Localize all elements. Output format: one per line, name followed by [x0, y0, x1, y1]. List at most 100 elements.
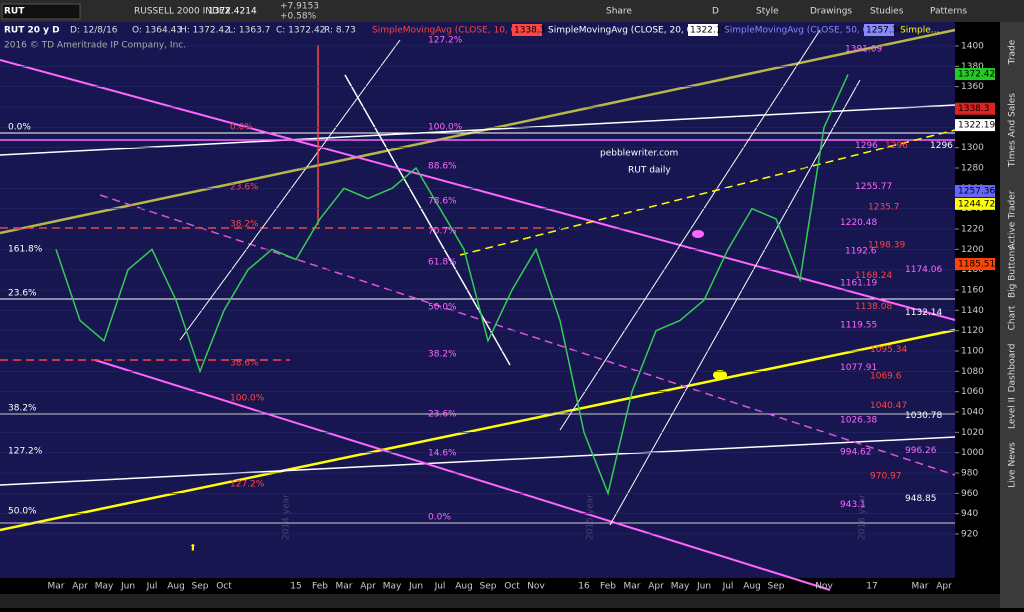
x-tick-label: Jul: [434, 582, 446, 592]
toolbar-button[interactable]: Patterns: [930, 7, 967, 17]
level-label: 1235.7: [868, 203, 900, 213]
fib-label: 38.6%: [230, 359, 259, 369]
y-tick-label: 1100: [961, 347, 984, 357]
trend-line: [0, 104, 956, 156]
level-label: 1040.47: [870, 401, 907, 411]
toolbar-button[interactable]: Drawings: [810, 7, 852, 17]
side-tab[interactable]: Active Trader: [1008, 190, 1018, 249]
fib-label: 38.2%: [428, 350, 457, 360]
side-tab[interactable]: Big Buttons: [1008, 246, 1018, 298]
side-tab[interactable]: Dashboard: [1008, 344, 1018, 393]
level-label: 1296: [855, 141, 878, 151]
fib-label: 23.6%: [428, 410, 457, 420]
year-mark: 2016 year: [858, 494, 868, 540]
info-field: D: 12/8/16: [70, 26, 118, 36]
level-label: 996.26: [905, 446, 937, 456]
change: +7.9153: [280, 2, 319, 12]
study-value: 1257.36: [866, 26, 903, 36]
fib-label: 127.2%: [230, 480, 265, 490]
x-tick-label: 17: [866, 582, 877, 592]
arrow: ⬆: [189, 544, 197, 554]
x-tick-label: Oct: [216, 582, 232, 592]
fib-label: 23.6%: [230, 183, 259, 193]
fib-label: 0.0%: [8, 123, 31, 133]
level-label: 1069.6: [870, 371, 902, 381]
drawings: ⬆: [0, 28, 956, 591]
x-tick-label: 16: [578, 582, 590, 592]
y-tick-label: 920: [961, 530, 978, 540]
level-label: 1138.08: [855, 302, 892, 312]
fib-label: 38.2%: [230, 220, 259, 230]
annotation: RUT daily: [628, 166, 671, 176]
toolbar-button[interactable]: Share: [606, 7, 632, 17]
side-panel: [1000, 22, 1024, 608]
level-label: 1026.38: [840, 415, 877, 425]
x-tick-label: May: [671, 582, 690, 592]
side-tab[interactable]: Chart: [1008, 305, 1018, 330]
dynamic: 920 940 960 980 1000 1020 1040 1060 1080 1100 1120…: [0, 7, 1018, 592]
trend-line: [0, 328, 956, 532]
x-tick-label: Apr: [648, 582, 664, 592]
chart-title: RUT 20 y D: [4, 26, 60, 36]
fib-label: 127.2%: [428, 36, 463, 46]
price-box-label: 1322.19: [958, 121, 995, 131]
toolbar-button[interactable]: Studies: [870, 7, 904, 17]
x-tick-label: Mar: [624, 582, 641, 592]
side-tab[interactable]: Live News: [1008, 442, 1018, 488]
x-tick-label: Aug: [167, 582, 185, 592]
study-name: SimpleMovingAvg (CLOSE, 50, 0): [724, 26, 872, 36]
fib-label: 61.8%: [428, 258, 457, 268]
price-box-label: 1185.51: [958, 260, 995, 270]
side-tab[interactable]: Times And Sales: [1008, 93, 1018, 168]
price-box-label: 1257.36: [958, 187, 995, 197]
price-box: [955, 258, 995, 271]
level-label: 1119.55: [840, 321, 877, 331]
level-label: 994.62: [840, 448, 872, 458]
x-tick-label: Mar: [912, 582, 929, 592]
x-tick-label: Jun: [408, 582, 423, 592]
y-tick-label: 940: [961, 509, 978, 519]
marker: [713, 370, 727, 380]
channel-line: [99, 194, 956, 476]
price-box: [955, 185, 995, 198]
y-tick-label: 1280: [961, 164, 984, 174]
y-tick-label: 1200: [961, 245, 984, 255]
y-tick-label: 980: [961, 469, 978, 479]
x-tick-label: 15: [290, 582, 301, 592]
toolbar-button[interactable]: D: [712, 7, 719, 17]
info-field: L: 1363.7: [228, 26, 270, 36]
fib-label: 100.0%: [428, 123, 463, 133]
level-label: 1192.6: [845, 246, 877, 256]
side-tab[interactable]: Trade: [1008, 39, 1018, 65]
level-label: 948.85: [905, 494, 937, 504]
level-label: 1095.34: [870, 345, 907, 355]
y-tick-label: 1000: [961, 448, 984, 458]
level-label: 1391.09: [845, 45, 882, 55]
x-tick-label: Sep: [768, 582, 785, 592]
y-tick-label: 1360: [961, 82, 984, 92]
study-name: SimpleMovingAvg (CLOSE, 20, 0): [548, 26, 696, 36]
y-tick-label: 1380: [961, 62, 984, 72]
price-line: [55, 74, 849, 496]
info-field: O: 1364.43: [132, 26, 182, 36]
level-label: 943.1: [840, 500, 866, 510]
symbol[interactable]: RUT: [4, 7, 25, 17]
level-label: 1161.19: [840, 278, 877, 288]
study-name: Simple...: [900, 26, 939, 36]
y-tick-label: 960: [961, 489, 978, 499]
x-tick-label: Mar: [336, 582, 353, 592]
y-tick-label: 1140: [961, 306, 984, 316]
y-tick-label: 1040: [961, 408, 984, 418]
level-label: 1296: [930, 141, 953, 151]
pitchfork-line: [344, 74, 511, 366]
price-box-label: 1372.42: [958, 70, 995, 80]
toolbar-button[interactable]: Style: [756, 7, 779, 17]
study-value: 1322.19: [690, 26, 727, 36]
side-tab[interactable]: Level II: [1008, 397, 1018, 429]
symbol-box[interactable]: [1, 3, 81, 20]
y-tick-label: 1180: [961, 265, 984, 275]
y-tick-label: 1160: [961, 286, 984, 296]
level-label: 1132.14: [905, 308, 942, 318]
